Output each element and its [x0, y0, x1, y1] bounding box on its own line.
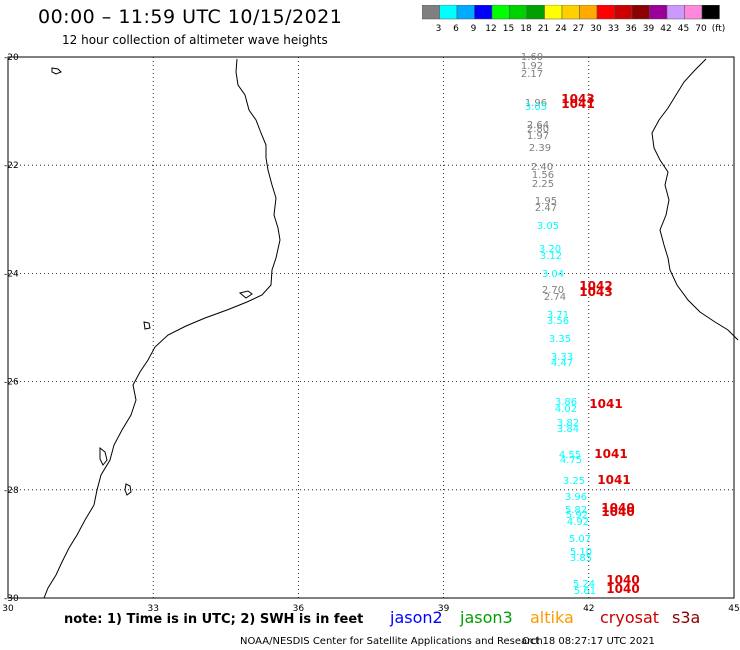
swh-reading: 2.74 [544, 292, 566, 303]
pressure-reading: 1040 [606, 582, 639, 596]
swh-reading: 5.82 [565, 505, 587, 516]
scale-label: 33 [608, 24, 619, 34]
coastline [43, 58, 739, 599]
swh-reading: 2.47 [535, 203, 557, 214]
pressure-reading: 1043 [561, 92, 594, 106]
lat-label: -20 [4, 53, 19, 63]
swh-reading: 2.25 [532, 179, 554, 190]
swh-reading: 2.64 [527, 120, 549, 131]
scale-label: (ft) [712, 24, 726, 34]
map-frame [7, 56, 735, 599]
pressure-reading: 1043 [579, 285, 612, 299]
pressure-reading: 1040 [606, 573, 639, 587]
swh-reading: 2.70 [542, 285, 564, 296]
pressure-reading: 1040 [601, 505, 634, 519]
scale-label: 18 [520, 24, 532, 34]
swh-reading: 3.33 [551, 352, 573, 363]
credit-source: NOAA/NESDIS Center for Satellite Applica… [240, 636, 543, 647]
scale-label: 15 [503, 24, 514, 34]
swh-reading: 1.95 [535, 196, 557, 207]
footer-note: note: 1) Time is in UTC; 2) SWH is in fe… [64, 612, 364, 627]
swh-reading: 3.12 [540, 251, 562, 262]
lon-label: 45 [728, 604, 739, 614]
swh-reading: 2.80 [527, 124, 549, 135]
scale-label: 24 [555, 24, 567, 34]
lat-label: -30 [4, 594, 19, 604]
satellite-cryosat: cryosat [600, 608, 660, 627]
scale-label: 39 [643, 24, 655, 34]
wave-height-readings: 1.601.922.171.963.052.642.801.972.392.40… [521, 52, 596, 597]
lat-label: -22 [4, 161, 19, 171]
swh-reading: 1.97 [527, 131, 549, 142]
scale-label: 12 [485, 24, 496, 34]
lon-label: 36 [293, 604, 305, 614]
lon-label: 42 [583, 604, 594, 614]
credit-timestamp: Oct 18 08:27:17 UTC 2021 [522, 636, 655, 647]
swh-reading: 3.20 [539, 244, 561, 255]
swh-reading: 3.84 [557, 424, 579, 435]
swh-reading: 1.96 [525, 98, 547, 109]
lon-label: 30 [2, 604, 14, 614]
satellite-jason2: jason2 [390, 608, 443, 627]
satellite-jason3: jason3 [460, 608, 513, 627]
swh-reading: 3.04 [542, 269, 564, 280]
swh-reading: 1.60 [521, 52, 543, 63]
swh-reading: 5.92 [566, 510, 588, 521]
scale-label: 6 [453, 24, 459, 34]
swh-reading: 5.24 [573, 579, 595, 590]
swh-reading: 4.47 [551, 358, 573, 369]
lat-label: -26 [4, 378, 19, 388]
swh-reading: 3.35 [549, 334, 571, 345]
swh-reading: 5.10 [570, 547, 592, 558]
swh-reading: 4.92 [567, 517, 589, 528]
swh-reading: 3.05 [537, 221, 559, 232]
lat-label: -28 [4, 486, 19, 496]
swh-reading: 3.96 [565, 492, 587, 503]
pressure-reading: 1041 [597, 473, 630, 487]
swh-reading: 3.82 [557, 418, 579, 429]
swh-reading: 3.86 [555, 397, 577, 408]
map-subtitle: 12 hour collection of altimeter wave hei… [62, 33, 328, 47]
color-scale-legend: 3 6 9 12 15 18 21 24 27 30 33 36 39 42 45 70 (ft) [422, 5, 726, 34]
lon-label: 33 [147, 604, 158, 614]
swh-reading: 3.05 [525, 102, 547, 113]
pressure-reading: 1041 [561, 97, 594, 111]
swh-reading: 3.85 [570, 553, 592, 564]
pressure-reading: 1041 [589, 397, 622, 411]
scale-swatch [701, 5, 720, 20]
swh-reading: 4.55 [559, 450, 581, 461]
swh-reading: 3.25 [563, 476, 585, 487]
swh-reading: 4.02 [555, 404, 577, 415]
pressure-reading: 1041 [594, 447, 627, 461]
pressure-readings: 1041104310431042104110411041104010401040… [561, 92, 639, 596]
satellite-s3a: s3a [672, 608, 701, 627]
scale-label: 42 [660, 24, 671, 34]
satellite-altika: altika [530, 608, 574, 627]
swh-reading: 1.92 [521, 61, 543, 72]
pressure-reading: 1040 [601, 501, 634, 515]
swh-reading: 2.17 [521, 69, 543, 80]
swh-reading: 4.75 [560, 455, 582, 466]
scale-label: 45 [678, 24, 689, 34]
map-title: 00:00 – 11:59 UTC 10/15/2021 [38, 6, 343, 28]
scale-label: 27 [573, 24, 584, 34]
swh-reading: 2.40 [531, 162, 553, 173]
scale-label: 21 [538, 24, 549, 34]
scale-label: 9 [471, 24, 477, 34]
lon-label: 39 [438, 604, 450, 614]
pressure-reading: 1042 [579, 279, 612, 293]
swh-reading: 3.71 [547, 310, 569, 321]
scale-label: 3 [436, 24, 442, 34]
swh-reading: 2.39 [529, 143, 551, 154]
scale-label: 70 [695, 24, 707, 34]
scale-label: 30 [590, 24, 602, 34]
scale-label: 36 [625, 24, 637, 34]
swh-reading: 5.61 [574, 586, 596, 597]
swh-reading: 1.56 [532, 170, 554, 181]
lat-label: -24 [4, 269, 19, 279]
swh-reading: 3.56 [547, 316, 569, 327]
swh-reading: 5.07 [569, 534, 591, 545]
